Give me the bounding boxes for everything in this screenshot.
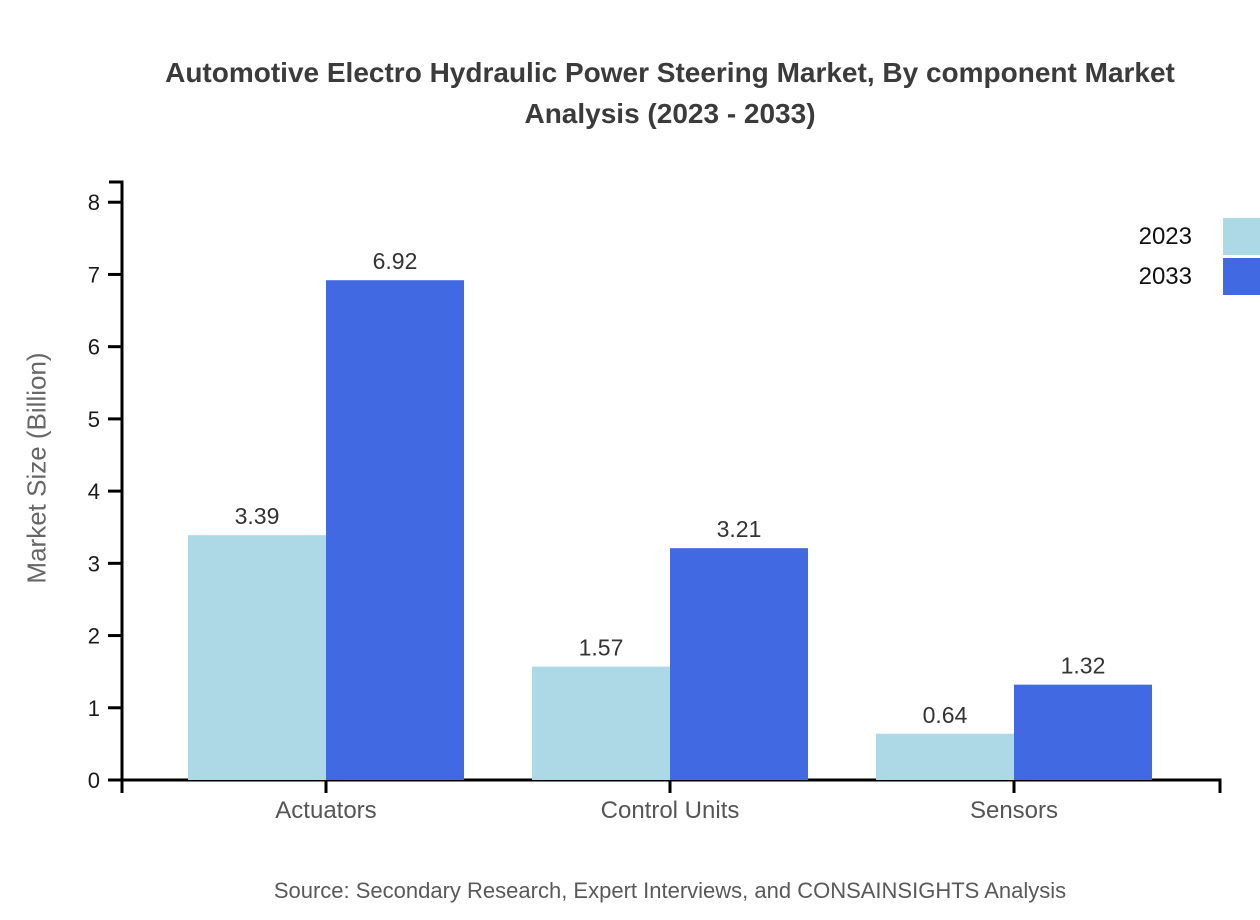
y-tick-label: 5	[88, 407, 100, 432]
bar-2033-control-units[interactable]	[670, 548, 808, 780]
x-category-label: Actuators	[275, 797, 376, 824]
y-tick-label: 8	[88, 190, 100, 215]
bar-2023-actuators[interactable]	[188, 535, 326, 780]
bar-value-label: 3.21	[717, 516, 762, 542]
legend: 2023 2033	[1139, 218, 1260, 298]
y-tick-label: 4	[88, 479, 100, 504]
y-tick-label: 7	[88, 262, 100, 287]
legend-item-2033[interactable]: 2033	[1139, 258, 1260, 295]
legend-label: 2023	[1138, 222, 1192, 250]
x-category-label: Sensors	[970, 797, 1058, 824]
bar-2033-sensors[interactable]	[1014, 684, 1152, 780]
source-note: Source: Secondary Research, Expert Inter…	[273, 878, 1067, 903]
y-tick-label: 2	[88, 624, 100, 649]
legend-swatch	[1223, 218, 1260, 255]
bar-2023-control-units[interactable]	[532, 666, 670, 780]
bar-value-label: 1.57	[579, 635, 624, 661]
y-tick-label: 1	[88, 696, 100, 721]
bar-2023-sensors[interactable]	[876, 733, 1014, 780]
bar-value-label: 1.32	[1061, 653, 1106, 679]
legend-swatch	[1223, 258, 1260, 295]
bar-value-label: 3.39	[235, 503, 280, 529]
legend-label: 2033	[1138, 262, 1192, 290]
y-tick-label: 3	[88, 551, 100, 576]
bar-2033-actuators[interactable]	[326, 280, 464, 780]
chart-title: Automotive Electro Hydraulic Power Steer…	[165, 57, 1175, 129]
y-axis-line	[109, 180, 124, 782]
bar-value-label: 6.92	[373, 248, 418, 274]
bar-value-label: 0.64	[923, 702, 968, 728]
legend-item-2023[interactable]: 2023	[1139, 218, 1260, 255]
y-tick-label: 0	[88, 768, 100, 793]
y-tick-label: 6	[88, 335, 100, 360]
x-category-label: Control Units	[601, 797, 740, 824]
